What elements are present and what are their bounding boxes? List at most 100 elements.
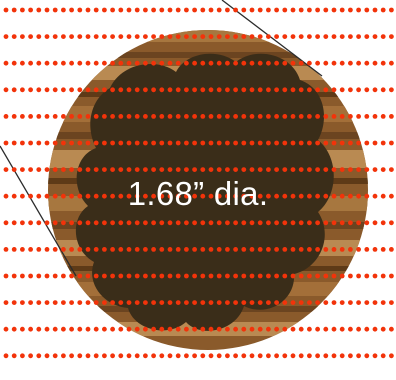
- red-dot: [290, 167, 296, 173]
- red-dot: [118, 220, 124, 226]
- dot-row: [3, 34, 394, 39]
- red-dot: [389, 7, 394, 13]
- red-dot: [233, 87, 239, 93]
- red-dot: [52, 247, 58, 252]
- red-dot: [389, 87, 394, 93]
- red-dot: [208, 300, 214, 305]
- red-dot: [118, 273, 124, 279]
- dot-row: [3, 114, 394, 119]
- red-dot: [339, 220, 345, 226]
- red-dot: [208, 140, 214, 146]
- red-dot: [126, 300, 132, 305]
- red-dot: [85, 87, 91, 93]
- red-dot: [159, 326, 165, 332]
- red-dot: [282, 326, 288, 332]
- red-dot: [315, 34, 320, 39]
- red-dot: [225, 193, 230, 199]
- red-dot-grid: [3, 7, 394, 359]
- red-dot: [307, 247, 312, 252]
- leader-line-top: [221, 0, 323, 77]
- red-dot: [233, 300, 239, 305]
- red-dot: [151, 220, 157, 226]
- red-dot: [118, 326, 124, 332]
- red-dot: [20, 220, 25, 226]
- red-dot: [184, 220, 189, 226]
- red-dot: [290, 326, 296, 332]
- red-dot: [348, 193, 353, 199]
- red-dot: [356, 7, 361, 13]
- red-dot: [192, 193, 198, 199]
- dot-row: [3, 247, 394, 252]
- red-dot: [372, 273, 378, 279]
- diameter-label: 1.68” dia.: [127, 175, 269, 212]
- red-dot: [257, 326, 263, 332]
- red-dot: [184, 167, 189, 173]
- red-dot: [339, 114, 345, 119]
- red-dot: [134, 60, 140, 66]
- red-dot: [241, 247, 247, 252]
- red-dot: [216, 326, 222, 332]
- red-dot: [290, 300, 296, 305]
- red-dot: [192, 273, 198, 279]
- red-dot: [233, 326, 239, 332]
- red-dot: [167, 34, 173, 39]
- red-dot: [364, 247, 370, 252]
- red-dot: [143, 87, 148, 93]
- red-dot: [290, 247, 296, 252]
- red-dot: [282, 114, 288, 119]
- red-dot: [118, 87, 124, 93]
- red-dot: [85, 60, 91, 66]
- red-dot: [118, 247, 124, 252]
- red-dot: [331, 353, 337, 359]
- red-dot: [298, 167, 304, 173]
- red-dot: [216, 220, 222, 226]
- red-dot: [241, 353, 247, 359]
- red-dot: [11, 7, 17, 13]
- red-dot: [323, 247, 329, 252]
- red-dot: [159, 273, 165, 279]
- red-dot: [290, 220, 296, 226]
- red-dot: [151, 7, 157, 13]
- red-dot: [372, 300, 378, 305]
- red-dot: [167, 273, 173, 279]
- red-dot: [102, 326, 107, 332]
- red-dot: [167, 300, 173, 305]
- red-dot: [175, 140, 181, 146]
- red-dot: [331, 60, 337, 66]
- red-dot: [184, 34, 189, 39]
- red-dot: [28, 114, 33, 119]
- red-dot: [52, 273, 58, 279]
- red-dot: [348, 220, 353, 226]
- red-dot: [151, 34, 157, 39]
- red-dot: [93, 220, 99, 226]
- red-dot: [28, 273, 33, 279]
- red-dot: [331, 140, 337, 146]
- red-dot: [167, 353, 173, 359]
- red-dot: [348, 140, 353, 146]
- red-dot: [192, 34, 198, 39]
- red-dot: [208, 193, 214, 199]
- leader-line-left: [0, 145, 77, 277]
- red-dot: [372, 87, 378, 93]
- red-dot: [323, 220, 329, 226]
- red-dot: [134, 7, 140, 13]
- red-dot: [134, 353, 140, 359]
- dot-row: [3, 353, 394, 359]
- red-dot: [11, 193, 17, 199]
- red-dot: [389, 273, 394, 279]
- red-dot: [52, 220, 58, 226]
- red-dot: [290, 140, 296, 146]
- red-dot: [167, 7, 173, 13]
- red-dot: [249, 140, 255, 146]
- dot-row: [3, 167, 394, 173]
- red-dot: [298, 247, 304, 252]
- red-dot: [307, 34, 312, 39]
- red-dot: [257, 167, 263, 173]
- red-dot: [315, 167, 320, 173]
- red-dot: [348, 300, 353, 305]
- dark-blob-shape: [75, 53, 334, 331]
- red-dot: [126, 326, 132, 332]
- red-dot: [102, 34, 107, 39]
- red-dot: [266, 300, 271, 305]
